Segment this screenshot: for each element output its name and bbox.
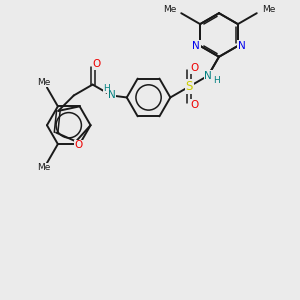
Text: O: O: [75, 140, 83, 150]
Text: O: O: [190, 63, 198, 73]
Text: O: O: [190, 100, 198, 110]
Text: N: N: [108, 91, 116, 100]
Text: H: H: [103, 84, 110, 93]
Text: N: N: [204, 71, 212, 81]
Text: Me: Me: [37, 164, 51, 172]
Text: Me: Me: [163, 5, 176, 14]
Text: N: N: [238, 41, 246, 51]
Text: Me: Me: [37, 78, 51, 87]
Text: H: H: [213, 76, 219, 85]
Text: S: S: [185, 80, 193, 93]
Text: N: N: [192, 41, 200, 51]
Text: O: O: [92, 59, 101, 69]
Text: Me: Me: [262, 5, 275, 14]
